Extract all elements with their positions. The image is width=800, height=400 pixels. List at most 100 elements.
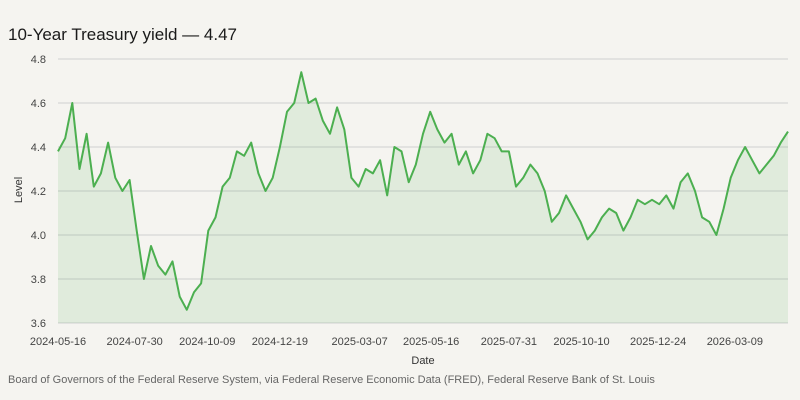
data-point bbox=[558, 212, 560, 214]
data-point bbox=[143, 278, 145, 280]
data-point bbox=[529, 164, 531, 166]
data-point bbox=[350, 177, 352, 179]
x-tick-label: 2025-05-16 bbox=[403, 336, 459, 348]
data-point bbox=[537, 172, 539, 174]
data-point bbox=[293, 102, 295, 104]
data-point bbox=[215, 216, 217, 218]
data-point bbox=[265, 190, 267, 192]
data-point bbox=[408, 181, 410, 183]
data-point bbox=[544, 190, 546, 192]
data-point bbox=[129, 179, 131, 181]
data-point bbox=[465, 150, 467, 152]
data-point bbox=[329, 133, 331, 135]
x-tick-label: 2025-12-24 bbox=[630, 336, 686, 348]
y-tick-label: 4.6 bbox=[31, 98, 46, 110]
y-tick-label: 3.8 bbox=[31, 274, 46, 286]
data-point bbox=[458, 164, 460, 166]
data-point bbox=[730, 177, 732, 179]
data-point bbox=[272, 177, 274, 179]
data-point bbox=[236, 150, 238, 152]
data-point bbox=[86, 133, 88, 135]
data-point bbox=[358, 186, 360, 188]
data-point bbox=[773, 155, 775, 157]
data-point bbox=[723, 208, 725, 210]
y-tick-label: 4.2 bbox=[31, 186, 46, 198]
data-point bbox=[136, 230, 138, 232]
data-point bbox=[336, 106, 338, 108]
data-point bbox=[393, 146, 395, 148]
source-note: Board of Governors of the Federal Reserv… bbox=[8, 374, 655, 386]
data-point bbox=[415, 164, 417, 166]
y-tick-label: 3.6 bbox=[31, 318, 46, 330]
data-point bbox=[658, 203, 660, 205]
data-point bbox=[508, 150, 510, 152]
data-point bbox=[715, 234, 717, 236]
data-point bbox=[100, 172, 102, 174]
data-point bbox=[200, 282, 202, 284]
data-point bbox=[780, 142, 782, 144]
data-point bbox=[565, 194, 567, 196]
data-point bbox=[601, 216, 603, 218]
data-point bbox=[758, 172, 760, 174]
y-axis-title: Level bbox=[13, 177, 25, 203]
data-point bbox=[401, 150, 403, 152]
data-point bbox=[243, 155, 245, 157]
data-point bbox=[751, 159, 753, 161]
data-point bbox=[71, 102, 73, 104]
data-point bbox=[744, 146, 746, 148]
data-point bbox=[687, 172, 689, 174]
data-point bbox=[250, 142, 252, 144]
data-point bbox=[64, 137, 66, 139]
x-tick-label: 2024-12-19 bbox=[252, 336, 308, 348]
data-point bbox=[694, 190, 696, 192]
series-line bbox=[57, 71, 789, 311]
data-point bbox=[186, 309, 188, 311]
data-point bbox=[587, 238, 589, 240]
data-point bbox=[580, 221, 582, 223]
data-point bbox=[422, 133, 424, 135]
data-point bbox=[522, 177, 524, 179]
data-point bbox=[644, 203, 646, 205]
data-point bbox=[737, 159, 739, 161]
data-point bbox=[637, 199, 639, 201]
data-point bbox=[114, 177, 116, 179]
data-point bbox=[665, 194, 667, 196]
data-point bbox=[229, 177, 231, 179]
data-point bbox=[615, 212, 617, 214]
series-area bbox=[58, 72, 788, 323]
data-point bbox=[608, 208, 610, 210]
x-tick-label: 2024-07-30 bbox=[107, 336, 163, 348]
data-point bbox=[315, 98, 317, 100]
grid-lines bbox=[58, 58, 788, 324]
data-point bbox=[207, 230, 209, 232]
data-point bbox=[708, 221, 710, 223]
data-point bbox=[365, 168, 367, 170]
data-point bbox=[766, 164, 768, 166]
x-tick-labels: 2024-05-16 2024-07-30 2024-10-09 2024-12-19… bbox=[30, 336, 763, 348]
data-point bbox=[343, 128, 345, 130]
data-point bbox=[193, 291, 195, 293]
data-point bbox=[429, 111, 431, 113]
data-point bbox=[551, 221, 553, 223]
data-point bbox=[479, 159, 481, 161]
data-point bbox=[451, 133, 453, 135]
data-point bbox=[787, 131, 789, 133]
data-point bbox=[57, 150, 59, 152]
data-point bbox=[594, 230, 596, 232]
data-point bbox=[372, 172, 374, 174]
y-tick-label: 4.8 bbox=[31, 54, 46, 66]
data-point bbox=[257, 172, 259, 174]
x-tick-label: 2025-10-10 bbox=[553, 336, 609, 348]
chart-title: 10-Year Treasury yield — 4.47 bbox=[8, 25, 237, 44]
data-point bbox=[172, 260, 174, 262]
data-point bbox=[286, 111, 288, 113]
data-point bbox=[673, 208, 675, 210]
data-point bbox=[179, 296, 181, 298]
y-tick-label: 4.4 bbox=[31, 142, 46, 154]
data-point bbox=[622, 230, 624, 232]
data-point bbox=[107, 142, 109, 144]
data-point bbox=[93, 186, 95, 188]
data-point bbox=[386, 194, 388, 196]
